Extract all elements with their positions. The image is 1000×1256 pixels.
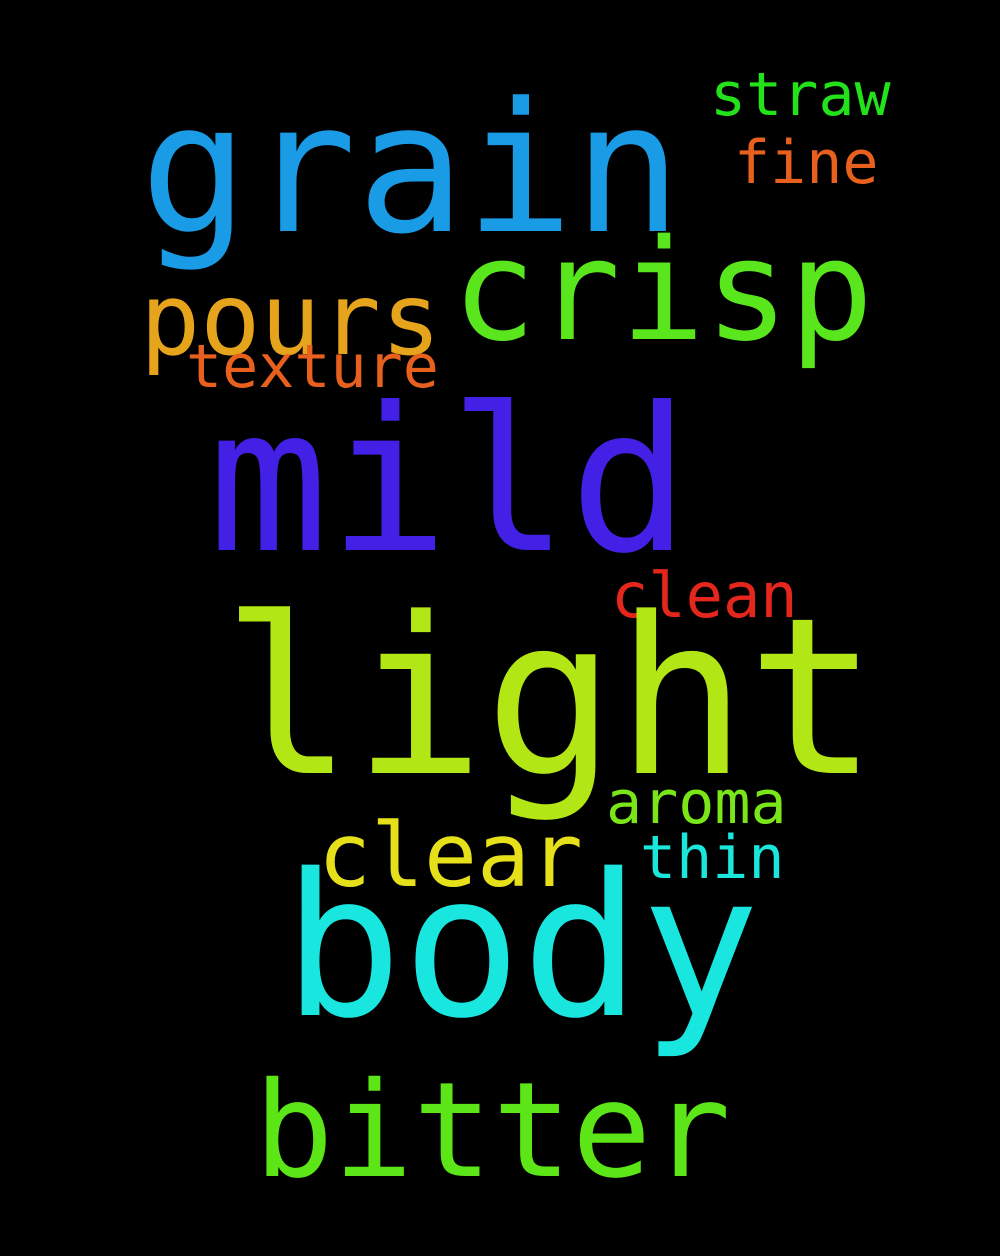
word-crisp: crisp [452,210,874,373]
word-bitter: bitter [254,1054,731,1208]
word-aroma: aroma [606,768,787,838]
word-clear: clear [318,804,583,907]
word-texture: texture [186,332,439,402]
word-thin: thin [640,823,785,893]
word-fine: fine [734,128,879,198]
word-pours: pours [140,261,442,378]
word-body: body [283,831,760,1062]
word-straw: straw [710,60,891,130]
word-clean: clean [611,559,798,632]
word-mild: mild [208,365,690,598]
word-grain: grain [140,65,682,274]
word-light: light [222,572,879,825]
